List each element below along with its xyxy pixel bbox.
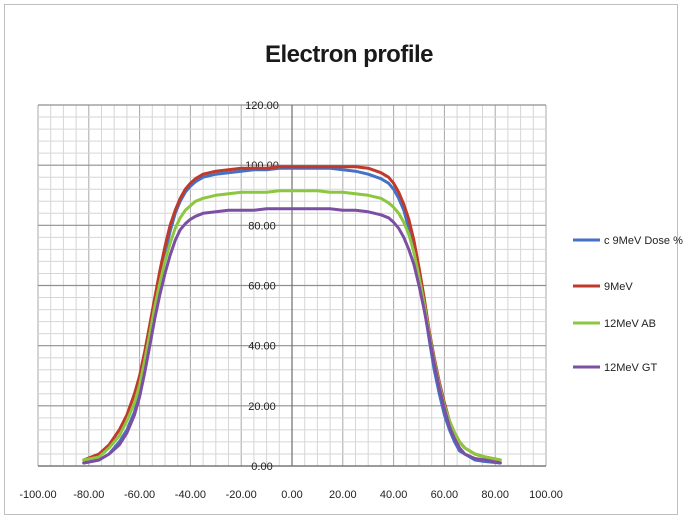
legend-label: 12MeV GT	[604, 362, 657, 374]
legend-label: 12MeV AB	[604, 318, 656, 330]
x-tick-label: 20.00	[329, 489, 357, 501]
y-tick-label: 20.00	[248, 401, 276, 413]
series-line-3	[82, 207, 502, 465]
x-tick-label: -80.00	[73, 489, 104, 501]
x-tick-label: 100.00	[529, 489, 563, 501]
y-tick-label: 60.00	[248, 281, 276, 293]
x-tick-label: 60.00	[431, 489, 459, 501]
legend: c 9MeV Dose % 9MeV 12MeV AB 12MeV GT	[573, 235, 683, 374]
x-tick-label: -60.00	[124, 489, 155, 501]
x-tick-label: 80.00	[481, 489, 509, 501]
legend-label: c 9MeV Dose %	[604, 235, 683, 247]
y-tick-label: 40.00	[248, 341, 276, 353]
legend-label: 9MeV	[604, 281, 633, 293]
x-tick-label: -100.00	[19, 489, 56, 501]
axes: -100.00 -80.00 -60.00 -40.00 -20.00 0.00 20.00…	[19, 100, 562, 501]
y-tick-label: 120.00	[245, 100, 279, 112]
series-lines	[82, 165, 502, 465]
x-tick-label: -40.00	[175, 489, 206, 501]
x-tick-label: 0.00	[281, 489, 302, 501]
x-tick-label: 40.00	[380, 489, 408, 501]
chart-title: Electron profile	[265, 41, 433, 68]
x-tick-label: -20.00	[226, 489, 257, 501]
y-tick-label: 80.00	[248, 220, 276, 232]
y-tick-label: 0.00	[251, 461, 272, 473]
